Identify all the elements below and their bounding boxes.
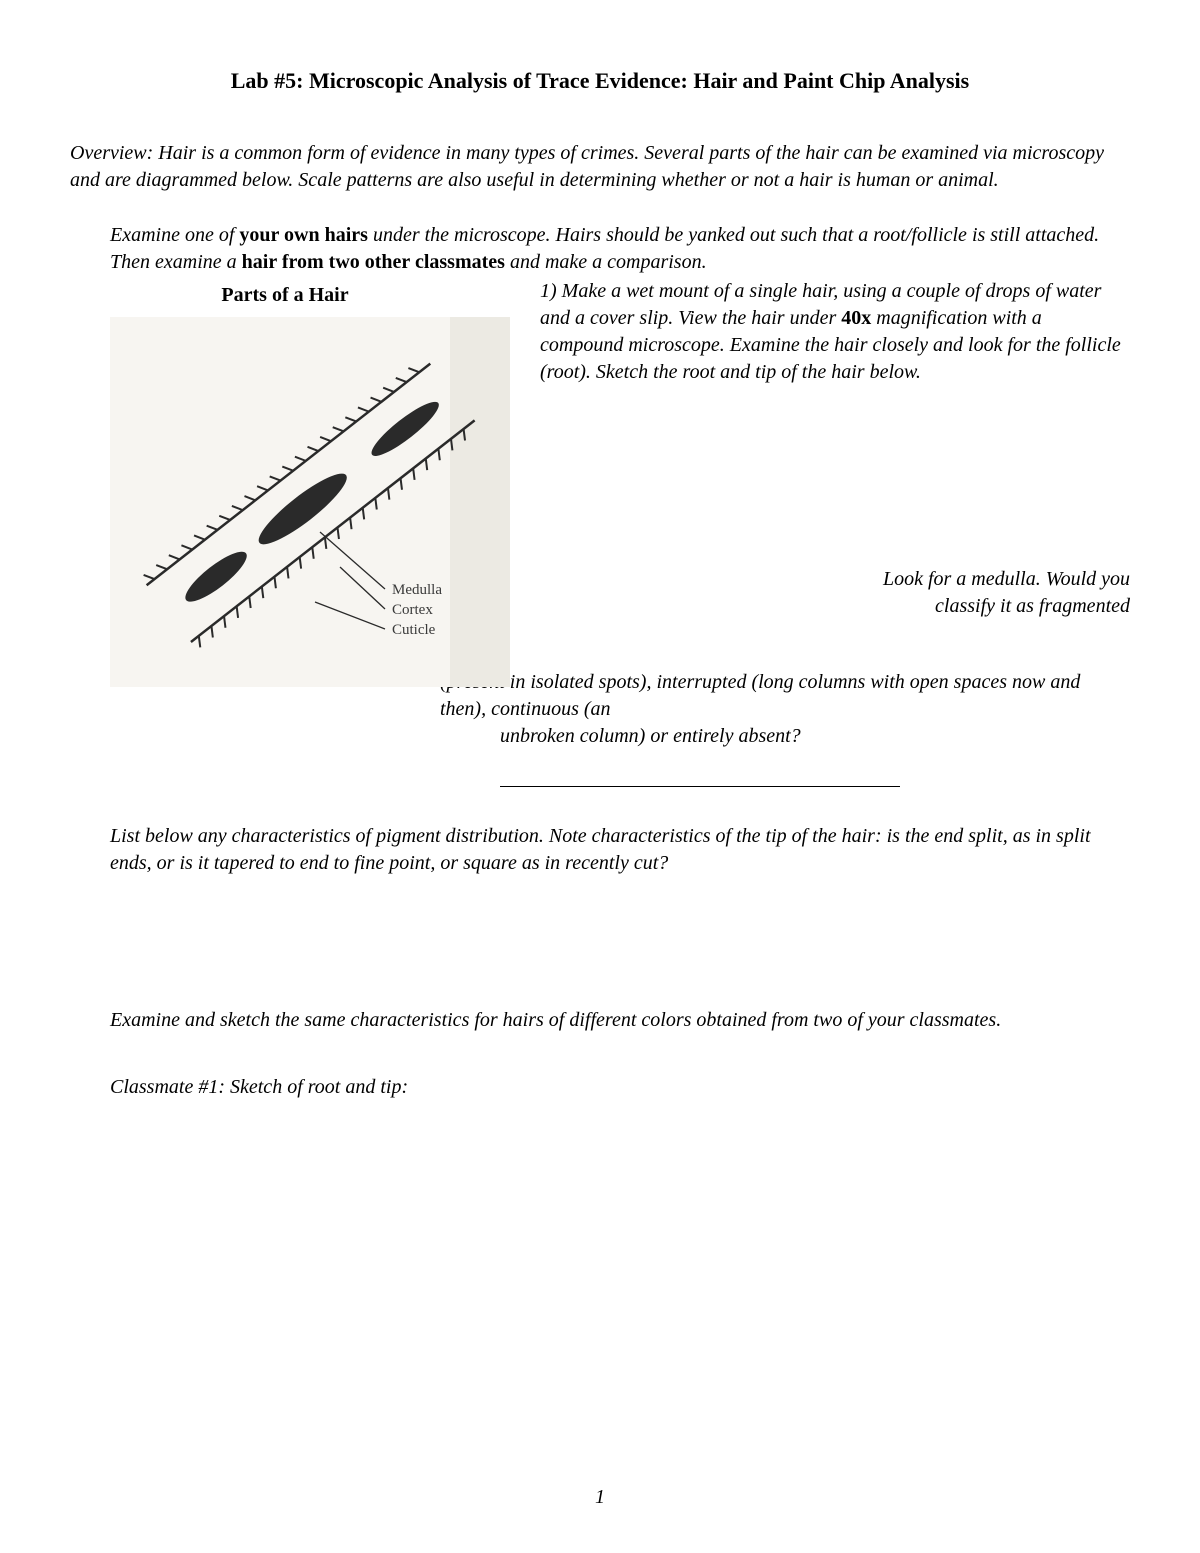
page-number: 1 xyxy=(0,1486,1200,1509)
lab-document-page: Lab #5: Microscopic Analysis of Trace Ev… xyxy=(0,0,1200,1553)
sketch-space-1 xyxy=(110,877,1130,997)
step-1-column: 1) Make a wet mount of a single hair, us… xyxy=(520,278,1130,620)
classmate-1-heading: Classmate #1: Sketch of root and tip: xyxy=(110,1074,1130,1101)
answer-blank-line xyxy=(500,786,900,787)
label-cortex: Cortex xyxy=(392,602,433,618)
instructions-section: Examine one of your own hairs under the … xyxy=(70,222,1130,1101)
classmate-paragraph: Examine and sketch the same characterist… xyxy=(110,1007,1130,1034)
medulla-cont-line2: unbroken column) or entirely absent? xyxy=(440,723,1130,750)
figure-caption: Parts of a Hair xyxy=(110,284,520,307)
examine-text-1: Examine one of xyxy=(110,224,239,246)
label-medulla: Medulla xyxy=(392,582,442,598)
step1-bold: 40x xyxy=(841,307,871,329)
hair-diagram-svg: Medulla Cortex Cuticle xyxy=(110,317,510,687)
figure-and-step-row: Parts of a Hair xyxy=(110,278,1130,687)
document-title: Lab #5: Microscopic Analysis of Trace Ev… xyxy=(70,68,1130,94)
examine-bold-1: your own hairs xyxy=(239,224,368,246)
step-1-text: 1) Make a wet mount of a single hair, us… xyxy=(540,278,1130,386)
hair-parts-figure: Parts of a Hair xyxy=(110,278,520,687)
medulla-note: Look for a medulla. Would you classify i… xyxy=(540,566,1130,620)
hair-diagram: Medulla Cortex Cuticle xyxy=(110,317,510,687)
overview-paragraph: Overview: Hair is a common form of evide… xyxy=(70,140,1130,194)
pigment-paragraph: List below any characteristics of pigmen… xyxy=(110,823,1130,877)
medulla-cont-line1: (present in isolated spots), interrupted… xyxy=(440,669,1130,723)
spacer xyxy=(110,1034,1130,1064)
examine-text-3: and make a comparison. xyxy=(505,251,707,273)
examine-bold-2: hair from two other classmates xyxy=(242,251,505,273)
examine-instruction: Examine one of your own hairs under the … xyxy=(110,222,1130,276)
label-cuticle: Cuticle xyxy=(392,622,436,638)
